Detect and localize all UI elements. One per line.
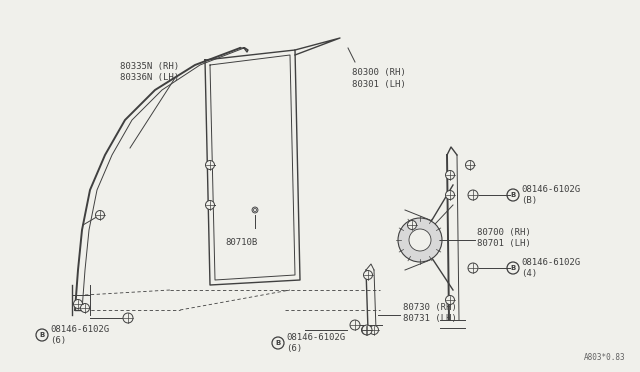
Circle shape [409,229,431,251]
Text: 80710B: 80710B [225,238,257,247]
Text: 08146-6102G
(6): 08146-6102G (6) [286,333,345,353]
Circle shape [95,211,104,219]
Circle shape [408,221,417,230]
Circle shape [445,295,454,305]
Circle shape [253,208,257,212]
Circle shape [445,190,454,199]
Circle shape [123,313,133,323]
Circle shape [398,218,442,262]
Text: B: B [40,332,45,338]
Text: 80335N (RH)
80336N (LH): 80335N (RH) 80336N (LH) [120,62,179,83]
Circle shape [445,170,454,180]
Text: B: B [510,192,516,198]
Text: B: B [510,265,516,271]
Circle shape [362,325,372,335]
Circle shape [468,190,478,200]
Circle shape [205,201,214,209]
Circle shape [350,320,360,330]
Text: 80730 (RH)
80731 (LH): 80730 (RH) 80731 (LH) [403,302,457,323]
Text: 08146-6102G
(4): 08146-6102G (4) [521,257,580,278]
Circle shape [369,326,378,334]
Circle shape [205,160,214,170]
Circle shape [81,304,90,312]
Text: 08146-6102G
(B): 08146-6102G (B) [521,185,580,205]
Circle shape [364,270,372,279]
Text: B: B [275,340,280,346]
Text: 08146-6102G
(6): 08146-6102G (6) [50,325,109,345]
Circle shape [74,299,83,308]
Text: 80300 (RH)
80301 (LH): 80300 (RH) 80301 (LH) [352,68,406,89]
Circle shape [468,263,478,273]
Circle shape [465,160,474,170]
Text: 80700 (RH)
80701 (LH): 80700 (RH) 80701 (LH) [477,228,531,248]
Text: A803*0.83: A803*0.83 [584,353,625,362]
Circle shape [362,326,371,334]
Circle shape [252,207,258,213]
